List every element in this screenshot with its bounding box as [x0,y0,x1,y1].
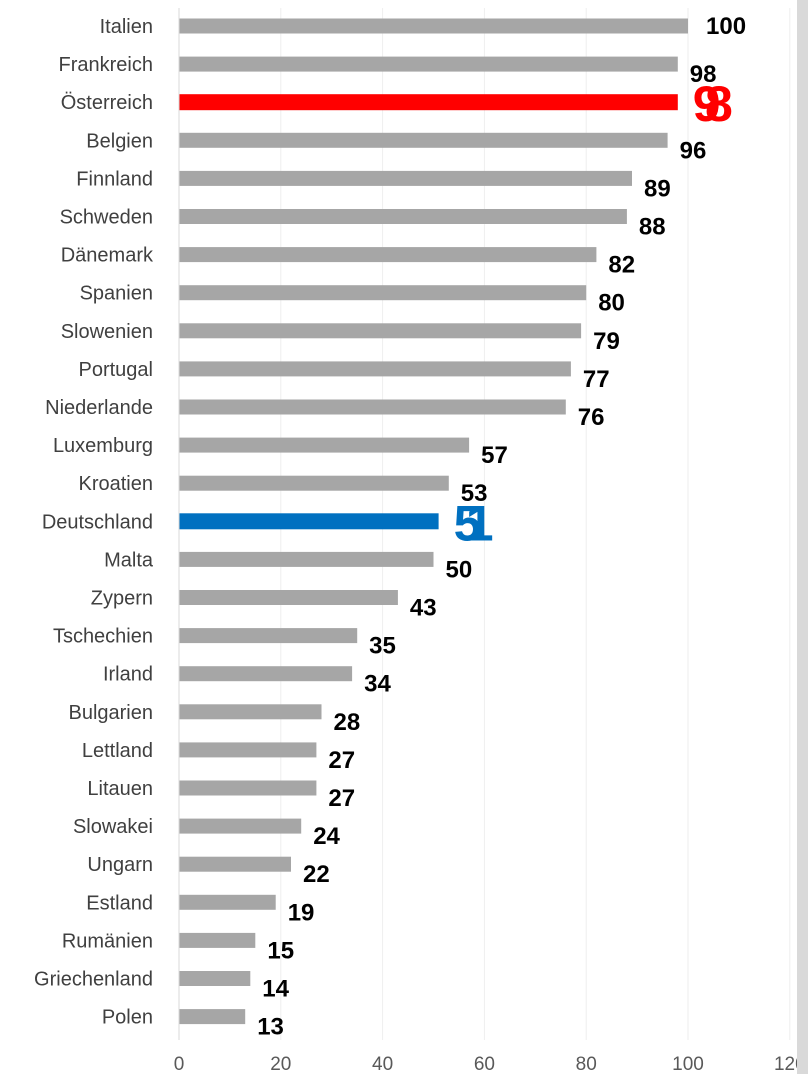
bar-portugal [179,361,571,377]
x-tick-label: 80 [576,1054,597,1074]
x-tick-label: 60 [474,1054,495,1074]
x-axis-tick-labels: 0 20 40 60 80 100 120 [174,1054,806,1075]
category-label-osterreich: Österreich [61,92,153,114]
value-label-italien: 100 [706,13,746,40]
value-label-finnland: 89 [644,175,671,202]
bar-litauen [179,780,317,796]
value-label-niederlande: 76 [578,404,605,431]
right-edge-panel [797,0,808,1074]
category-label-rumanien: Rumänien [62,930,153,952]
category-label-danemark: Dänemark [61,245,154,267]
bar-ungarn [179,856,291,872]
category-label-slowakei: Slowakei [73,816,153,838]
category-label-kroatien: Kroatien [79,473,154,495]
bar-malta [179,551,434,567]
value-label-rumanien: 15 [267,937,294,964]
x-tick-label: 0 [174,1054,185,1074]
bar-bulgarien [179,704,322,720]
bar-finnland [179,170,632,186]
category-label-irland: Irland [103,664,153,686]
value-label-spanien: 80 [598,290,625,317]
category-label-niederlande: Niederlande [45,397,153,419]
category-label-deutschland: Deutschland [42,511,153,533]
bar-luxemburg [179,437,470,453]
value-label-portugal: 77 [583,366,610,393]
value-label-ungarn: 22 [303,861,330,888]
category-label-frankreich: Frankreich [59,54,153,76]
value-label-osterreich: 98 [693,76,733,132]
category-label-tschechien: Tschechien [53,626,153,648]
bar-danemark [179,247,597,263]
category-label-slowenien: Slowenien [61,321,153,343]
bar-polen [179,1009,246,1025]
category-label-zypern: Zypern [91,588,153,610]
category-label-spanien: Spanien [80,283,153,305]
category-label-litauen: Litauen [87,778,153,800]
value-label-luxemburg: 57 [481,442,508,469]
bar-spanien [179,285,587,301]
bar-schweden [179,209,627,224]
bar-griechenland [179,971,251,986]
bar-italien [179,18,688,34]
category-label-italien: Italien [100,16,153,38]
x-tick-label: 40 [372,1054,393,1074]
category-label-malta: Malta [104,549,154,571]
category-label-belgien: Belgien [86,130,153,152]
value-label-slowakei: 24 [313,823,340,850]
value-label-danemark: 82 [608,252,635,279]
bar-irland [179,666,353,682]
category-label-luxemburg: Luxemburg [53,435,153,457]
bar-estland [179,894,276,910]
bar-lettland [179,742,317,758]
value-label-belgien: 96 [680,137,707,164]
value-label-schweden: 88 [639,214,666,241]
value-label-zypern: 43 [410,595,437,622]
value-label-lettland: 27 [328,747,355,774]
value-label-malta: 50 [446,556,473,583]
value-label-deutschland: 51 [454,495,494,551]
category-label-finnland: Finnland [76,168,153,190]
bar-slowakei [179,818,302,834]
value-label-bulgarien: 28 [334,709,361,736]
bar-deutschland [179,513,439,530]
category-label-lettland: Lettland [82,740,153,762]
value-label-irland: 34 [364,671,391,698]
category-label-polen: Polen [102,1007,153,1029]
value-label-kroatien: 53 [461,480,488,507]
category-label-estland: Estland [86,892,153,914]
x-tick-label: 20 [270,1054,291,1074]
value-label-frankreich: 98 [690,61,717,88]
value-label-griechenland: 14 [262,976,289,1003]
bar-frankreich [179,56,678,72]
bar-zypern [179,590,398,605]
category-label-portugal: Portugal [79,359,154,381]
bars [179,18,688,1025]
bar-tschechien [179,628,358,644]
x-tick-label: 100 [672,1054,704,1074]
value-label-polen: 13 [257,1014,284,1041]
category-label-bulgarien: Bulgarien [68,702,153,724]
bar-rumanien [179,932,256,948]
bar-niederlande [179,399,566,415]
value-label-slowenien: 79 [593,328,620,355]
value-label-estland: 19 [288,899,315,926]
bar-slowenien [179,323,582,339]
bar-osterreich [179,94,678,111]
value-label-litauen: 27 [328,785,355,812]
category-label-schweden: Schweden [60,207,153,229]
bar-belgien [179,132,668,148]
category-label-griechenland: Griechenland [34,969,153,991]
value-label-tschechien: 35 [369,633,396,660]
category-labels: Italien Frankreich Österreich Belgien Finnla… [34,16,154,1029]
category-label-ungarn: Ungarn [87,854,153,876]
bar-kroatien [179,475,449,491]
